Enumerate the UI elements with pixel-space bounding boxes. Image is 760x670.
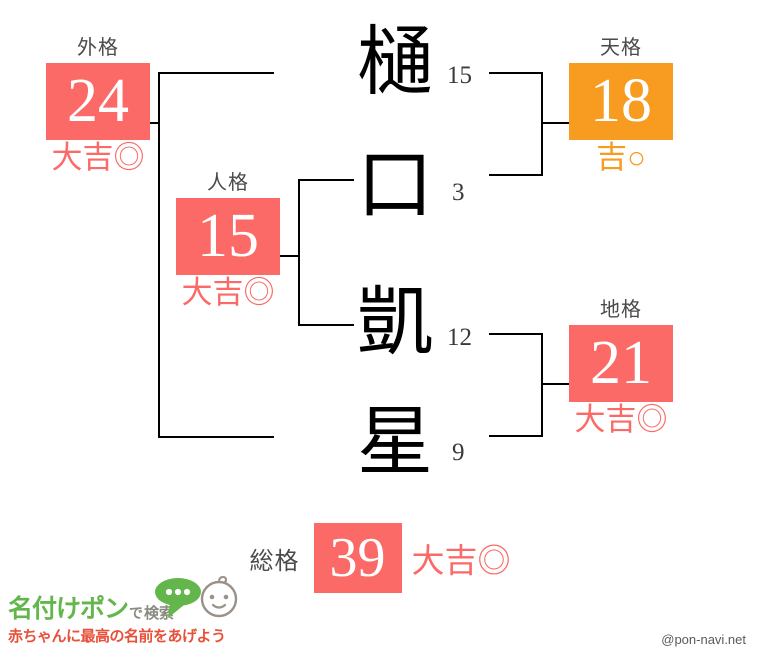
kaku-tenkaku: 天格 18 吉○ [547, 38, 695, 173]
kaku-jinkaku-label: 人格 [207, 172, 249, 194]
kaku-jinkaku: 人格 15 大吉◎ [154, 173, 302, 308]
name-character-4: 星 [357, 401, 433, 485]
chikaku-bracket-stub [541, 383, 573, 385]
logo-particle-text: で [129, 605, 144, 621]
kaku-tenkaku-value: 18 [569, 63, 673, 140]
kaku-gaikaku: 外格 24 大吉◎ [24, 38, 172, 173]
kaku-soukaku-value: 39 [313, 523, 402, 593]
kaku-gaikaku-verdict: 大吉◎ [51, 140, 145, 175]
kaku-chikaku-label: 地格 [600, 299, 642, 321]
stroke-count-4: 9 [452, 439, 465, 466]
kaku-chikaku-verdict: 大吉◎ [574, 402, 668, 437]
kaku-jinkaku-value: 15 [176, 198, 280, 275]
logo-tagline: 赤ちゃんに最高の名前をあげよう [8, 628, 226, 645]
kaku-chikaku: 地格 21 大吉◎ [547, 300, 695, 435]
site-logo[interactable]: 名付けポン で 検索 [8, 575, 248, 645]
jinkaku-bracket-top-arm [298, 179, 354, 181]
name-character-1: 樋 [357, 21, 433, 105]
kaku-gaikaku-value: 24 [46, 63, 150, 140]
chikaku-bracket-top-arm [489, 333, 541, 335]
logo-artwork [148, 575, 248, 622]
kaku-gaikaku-label: 外格 [77, 37, 119, 59]
gaikaku-bracket-stub [149, 122, 158, 124]
gaikaku-bracket-vertical [158, 72, 160, 438]
kaku-jinkaku-verdict: 大吉◎ [181, 275, 275, 310]
stroke-count-3: 12 [447, 324, 472, 351]
gaikaku-bracket-bottom-arm [158, 436, 274, 438]
logo-text-row: 名付けポン で 検索 [8, 588, 248, 622]
kaku-tenkaku-label: 天格 [600, 37, 642, 59]
jinkaku-bracket-stub [271, 255, 298, 257]
gaikaku-bracket [149, 72, 274, 440]
jinkaku-bracket [271, 179, 354, 328]
speech-bubble-icon [155, 578, 201, 618]
tenkaku-bracket-top-arm [489, 72, 541, 74]
jinkaku-bracket-bottom-arm [298, 324, 354, 326]
stroke-count-2: 3 [452, 179, 465, 206]
gaikaku-bracket-top-arm [158, 72, 274, 74]
logo-search-text: 検索 [144, 605, 175, 622]
name-character-3: 凱 [357, 281, 433, 365]
tenkaku-bracket-bottom-arm [489, 174, 541, 176]
kaku-chikaku-value: 21 [569, 325, 673, 402]
kaku-soukaku: 総格 39 大吉◎ [0, 523, 760, 593]
site-credit: @pon-navi.net [661, 632, 746, 647]
kaku-soukaku-label: 総格 [249, 547, 300, 575]
chikaku-bracket-bottom-arm [489, 435, 541, 437]
chikaku-bracket-vertical [541, 333, 543, 437]
kaku-soukaku-verdict: 大吉◎ [411, 542, 511, 579]
baby-face-icon [200, 575, 238, 618]
stroke-count-1: 15 [447, 62, 472, 89]
kaku-tenkaku-verdict: 吉○ [596, 140, 646, 175]
tenkaku-bracket-stub [541, 122, 573, 124]
name-character-2: 口 [357, 144, 433, 228]
tenkaku-bracket-vertical [541, 72, 543, 176]
logo-brand-text: 名付けポン [8, 595, 129, 623]
jinkaku-bracket-vertical [298, 179, 300, 326]
